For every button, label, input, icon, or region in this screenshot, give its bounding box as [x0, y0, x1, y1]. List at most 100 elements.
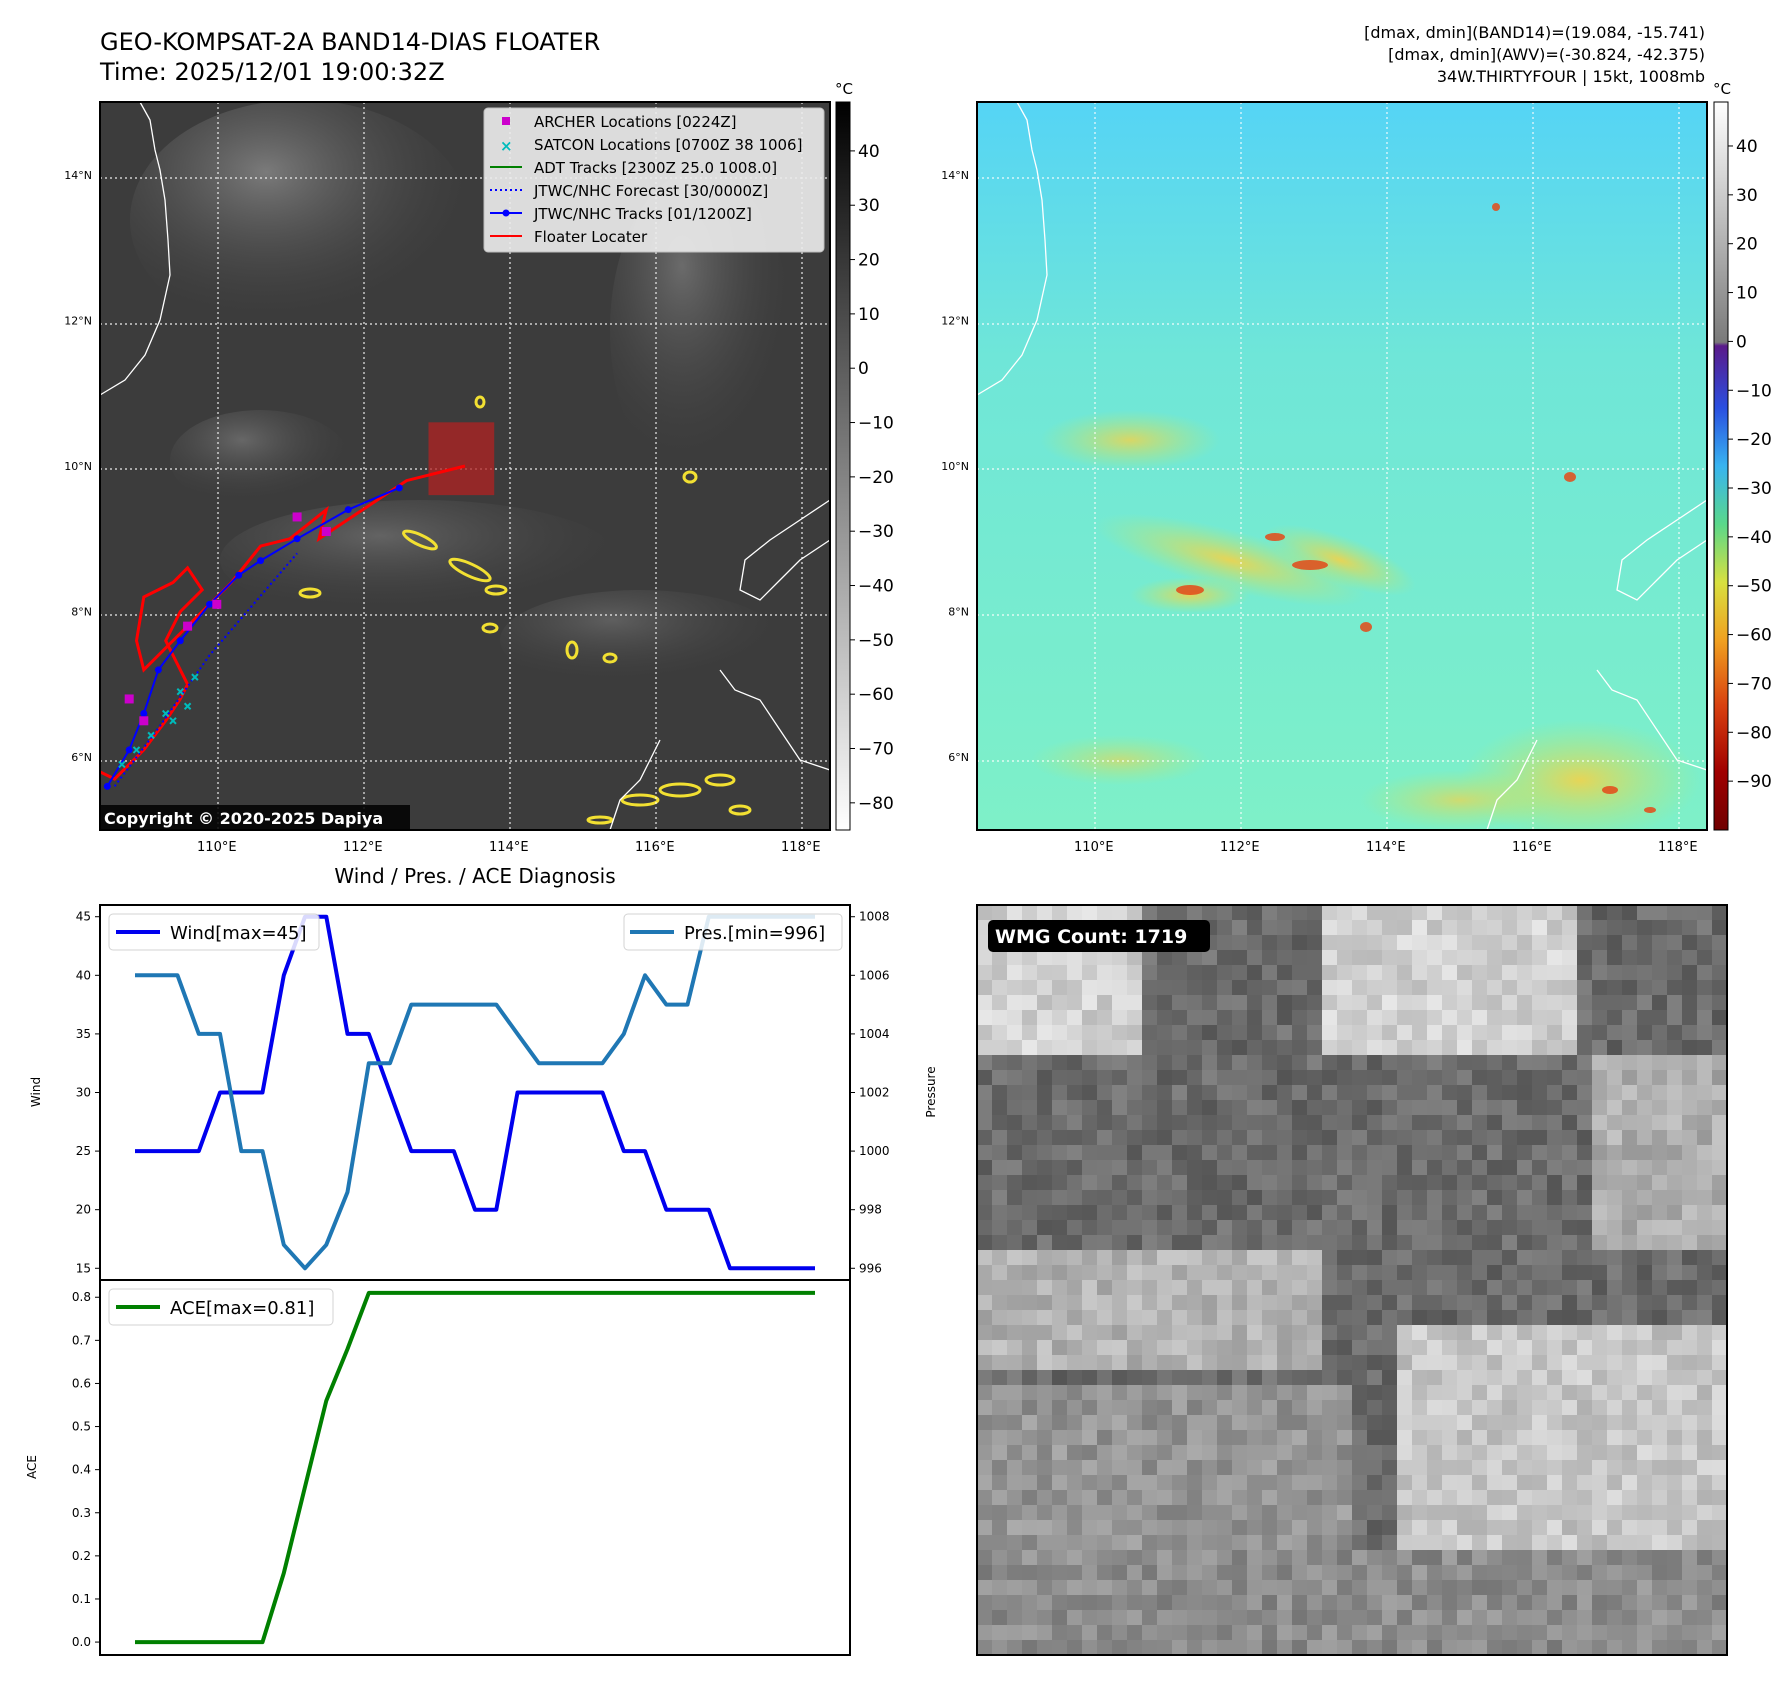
aceAxis-label-0: 0.0 [72, 1635, 91, 1649]
aceAxis-label-5: 0.5 [72, 1420, 91, 1434]
jtwc-track-point-7 [257, 557, 265, 565]
wmg-mosaic [977, 905, 1728, 1656]
color-lon-tick-3: 116°E [1512, 840, 1552, 855]
wind-axis: 15 20 25 30 35 40 45 [76, 910, 100, 1275]
satcon-point-0 [118, 760, 126, 769]
grayTicks-label-6: −20 [858, 468, 894, 488]
color-texture [1030, 410, 1700, 830]
jtwc-track-point-5 [206, 600, 213, 608]
gray-lon-tick-2: 114°E [489, 840, 529, 855]
color-lon-tick-2: 114°E [1366, 840, 1406, 855]
color-lon-tick-0: 110°E [1074, 840, 1114, 855]
color-colorbar-unit: °C [1713, 80, 1731, 98]
presAxis-label-0: 996 [859, 1261, 882, 1275]
gray-lon-tick-0: 110°E [197, 840, 237, 855]
satcon-point-6 [169, 717, 177, 725]
color-colorbar-ticks: 40 30 20 10 0 −10 −20 −30 −40 −50 −60 −70 −80 −90 [1728, 137, 1772, 792]
legend-archer-marker [502, 117, 510, 125]
presAxis-label-1: 998 [859, 1203, 882, 1217]
gray-lon-tick-4: 118°E [781, 840, 821, 855]
satcon-point-4 [176, 687, 185, 696]
color-lon-tick-4: 118°E [1658, 840, 1698, 855]
ace-legend: ACE[max=0.81] [108, 1288, 334, 1326]
ir-color-panel [976, 101, 1708, 831]
colorTicks-label-7: −30 [1736, 479, 1772, 499]
colorTicks-label-2: 20 [1736, 235, 1758, 255]
grayTicks-label-5: −10 [858, 414, 894, 434]
grayTicks-label-4: 0 [858, 359, 869, 379]
ace-axis: 0.0 0.1 0.2 0.3 0.4 0.5 0.6 0.7 0.8 [72, 1290, 100, 1649]
ace-chart: 0.0 0.1 0.2 0.3 0.4 0.5 0.6 0.7 0.8 ACE ACE[max=… [25, 1279, 851, 1656]
ace-series [135, 1290, 815, 1645]
grayTicks-label-8: −40 [858, 577, 894, 597]
satcon-point-1 [132, 746, 141, 754]
wind-legend: Wind[max=45] [108, 913, 320, 951]
gray-colorbar-unit: °C [835, 80, 853, 98]
colorTicks-label-1: 30 [1736, 186, 1758, 206]
jtwc-track-point-8 [293, 535, 301, 543]
info-band14: [dmax, dmin](BAND14)=(19.084, -15.741) [1364, 23, 1705, 42]
wmg-panel: WMG Count: 1719 [976, 904, 1728, 1656]
jtwc-track-point-10 [395, 484, 403, 492]
legend-archer: ARCHER Locations [0224Z] [502, 113, 737, 131]
color-panel-grid [977, 102, 1707, 830]
wind-series [135, 914, 815, 1271]
archer-point-2 [183, 621, 193, 631]
aceAxis-label-8: 0.8 [72, 1290, 91, 1304]
floater-box [428, 422, 495, 496]
gray-lat-tick-0: 6°N [71, 751, 92, 764]
grayTicks-label-9: −50 [858, 631, 894, 651]
wind-ylabel: Wind [29, 1077, 43, 1107]
color-lat-tick-0: 6°N [948, 751, 969, 764]
pressure-legend-label: Pres.[min=996] [684, 923, 825, 944]
legend-forecast-label: JTWC/NHC Forecast [30/0000Z] [533, 182, 768, 200]
colorTicks-label-11: −70 [1736, 674, 1772, 694]
archer-point-4 [292, 512, 302, 522]
colorTicks-label-4: 0 [1736, 332, 1747, 352]
floater-track-line [100, 464, 466, 781]
legend-tracks-label: JTWC/NHC Tracks [01/1200Z] [533, 205, 752, 223]
satcon-point-7 [183, 702, 192, 710]
grayTicks-label-2: 20 [858, 251, 880, 271]
grayTicks-label-11: −70 [858, 740, 894, 760]
pressure-legend: Pres.[min=996] [623, 913, 843, 951]
archer-point-5 [321, 527, 331, 537]
grayTicks-label-1: 30 [858, 196, 880, 216]
wind-pressure-chart: 15 20 25 30 35 40 45 996 998 1000 1002 1004 1006 100… [29, 904, 938, 1281]
windAxis-label-4: 35 [76, 1027, 91, 1041]
aceAxis-label-6: 0.6 [72, 1376, 91, 1390]
colorTicks-label-9: −50 [1736, 577, 1772, 597]
wind-legend-label: Wind[max=45] [170, 923, 307, 944]
cold-cloud-contours [298, 395, 752, 825]
presAxis-label-3: 1002 [859, 1086, 890, 1100]
archer-point-1 [139, 716, 149, 726]
aceAxis-label-1: 0.1 [72, 1592, 91, 1606]
colorTicks-label-8: −40 [1736, 528, 1772, 548]
map-axis-ticks: 110°E 112°E 114°E 116°E 118°E 6°N 8°N 10°N 12°N 1… [64, 169, 1697, 855]
gray-colorbar: °C 40 30 20 10 0 −10 −20 −30 −40 −50 −60 −70 −80 [835, 80, 894, 831]
color-coastlines [976, 101, 1708, 831]
windAxis-label-2: 25 [76, 1144, 91, 1158]
color-lat-tick-3: 12°N [941, 314, 969, 327]
windAxis-label-6: 45 [76, 910, 91, 924]
colorTicks-label-6: −20 [1736, 430, 1772, 450]
storm-tracks [100, 422, 495, 790]
color-lat-tick-2: 10°N [941, 460, 969, 473]
warm-spots [1176, 203, 1656, 813]
jtwc-track-point-4 [176, 637, 184, 645]
windSeries-line [135, 914, 815, 1271]
legend-satcon-marker: × [500, 137, 513, 155]
color-lat-tick-4: 14°N [941, 169, 969, 182]
ace-ylabel: ACE [25, 1455, 39, 1479]
presAxis-label-6: 1008 [859, 910, 890, 924]
gray-lat-tick-4: 14°N [64, 169, 92, 182]
gray-lat-tick-2: 10°N [64, 460, 92, 473]
presAxis-label-2: 1000 [859, 1144, 890, 1158]
aceAxis-label-3: 0.3 [72, 1506, 91, 1520]
satcon-point-5 [191, 673, 199, 681]
gray-lat-tick-1: 8°N [71, 606, 92, 619]
colorTicks-label-12: −80 [1736, 723, 1772, 743]
gray-lat-tick-3: 12°N [64, 314, 92, 327]
jtwc-track-point-6 [235, 571, 243, 579]
